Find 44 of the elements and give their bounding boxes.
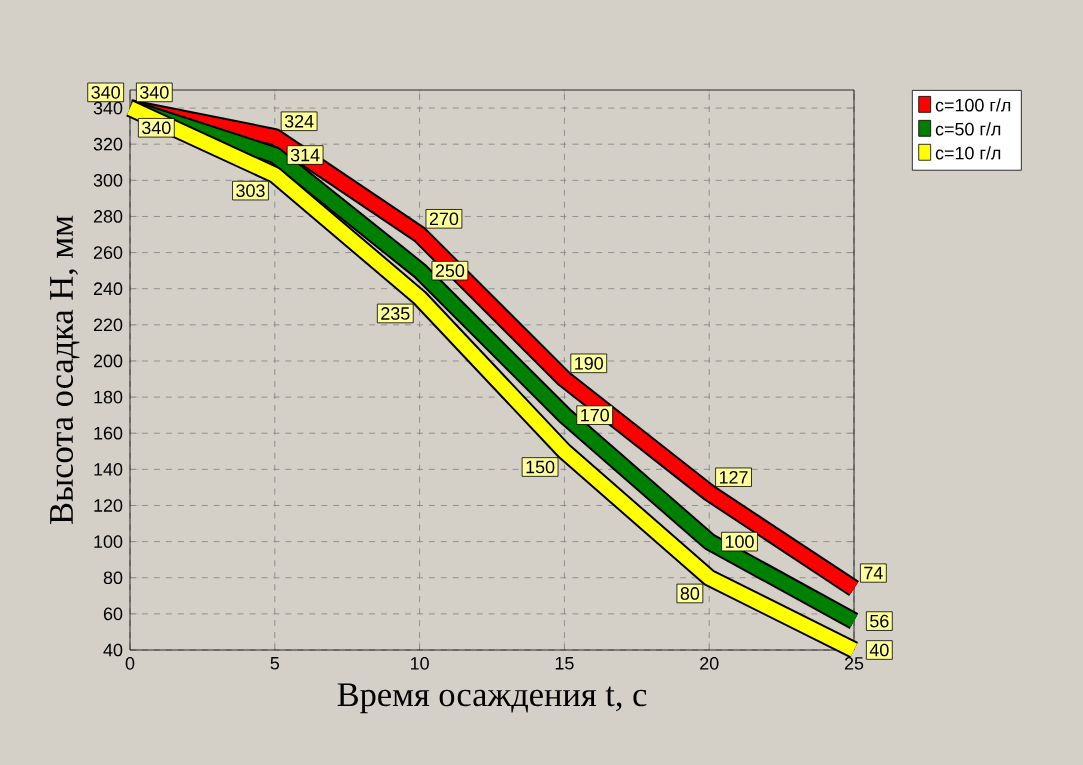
y-tick-label: 280 [93,210,123,223]
data-label: 40 [869,643,889,657]
y-tick-label: 180 [94,390,123,404]
y-tick-label: 60 [103,607,123,621]
data-label: 340 [140,85,169,99]
data-label: 235 [381,307,410,320]
x-tick-label: 0 [125,657,135,670]
data-label: 190 [575,356,603,370]
data-label: 170 [581,408,609,422]
y-tick-label: 320 [93,137,123,151]
y-tick-label: 240 [93,282,123,296]
y-tick-label: 200 [93,354,123,368]
data-label: 324 [284,114,314,128]
y-tick-label: 300 [93,173,123,187]
legend-label: c=50 г/л [935,122,1001,136]
y-tick-label: 140 [94,463,123,476]
data-label: 250 [435,264,465,278]
y-tick-label: 40 [103,643,123,657]
legend-label: c=100 г/л [935,98,1011,112]
x-tick-label: 15 [555,657,574,670]
y-tick-label: 260 [93,246,123,259]
data-label: 303 [236,184,265,197]
y-tick-label: 160 [94,426,123,440]
data-label: 314 [290,148,320,162]
x-axis-title: Время осаждения t, с [337,683,647,714]
data-label: 100 [725,535,754,548]
data-label: 150 [526,460,555,474]
y-tick-label: 80 [103,571,123,585]
x-tick-label: 10 [411,657,429,670]
y-tick-label: 220 [93,318,123,332]
x-tick-label: 5 [270,657,280,670]
data-label: 74 [864,566,883,580]
data-label: 340 [142,121,171,135]
data-label: 56 [870,614,889,628]
y-tick-label: 120 [94,499,123,512]
y-tick-label: 100 [94,535,123,548]
y-tick-label: 340 [93,101,123,115]
x-tick-label: 20 [700,657,719,670]
legend-label: c=10 г/л [935,146,1001,160]
x-tick-label: 25 [844,657,864,670]
data-label: 270 [429,212,459,226]
data-label: 80 [680,587,700,600]
data-label: 127 [719,470,748,484]
y-axis-title: Высота осадка H, мм [50,215,80,524]
